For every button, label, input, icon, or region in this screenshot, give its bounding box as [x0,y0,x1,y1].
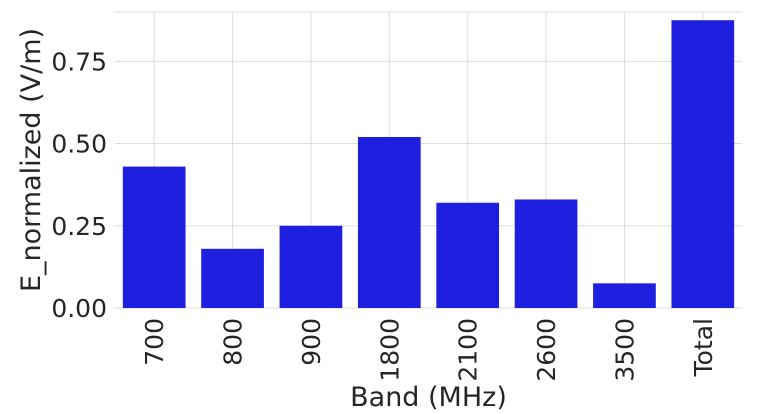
x-tick-label: 900 [297,318,326,366]
x-tick-label: 700 [140,318,169,366]
y-axis-ticks: 0.00 0.25 0.50 0.75 [51,47,107,323]
y-tick-label: 0.75 [51,47,107,76]
y-tick-label: 0.25 [51,212,107,241]
bar-2600 [514,199,578,308]
y-axis-title: E_normalized (V/m) [16,28,47,292]
bar-3500 [593,283,656,308]
x-tick-label: 3500 [610,318,639,382]
x-axis-ticks: 700 800 900 1800 2100 2600 3500 Total [140,318,718,382]
x-tick-label: Total [689,318,718,377]
bar-900 [279,225,343,308]
y-tick-label: 0.00 [51,294,107,323]
y-tick-label: 0.50 [51,130,107,159]
bar-total [671,20,735,308]
x-axis-title: Band (MHz) [350,382,507,413]
x-tick-label: 1800 [375,318,404,382]
bar-700 [122,166,186,308]
bar-1800 [357,136,421,308]
x-tick-label: 2600 [532,318,561,382]
bar-800 [201,248,264,308]
bar-2100 [436,202,500,308]
x-tick-label: 2100 [454,318,483,382]
bars [122,20,735,308]
x-tick-label: 800 [219,318,248,366]
